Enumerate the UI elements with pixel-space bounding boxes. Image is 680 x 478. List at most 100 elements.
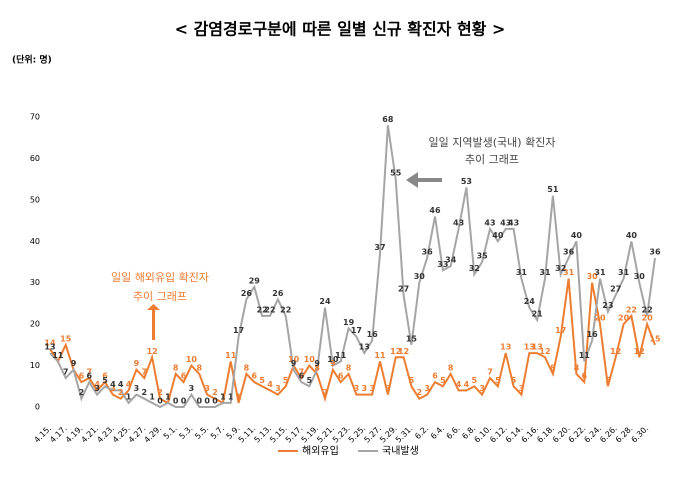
data-label: 4	[110, 380, 116, 389]
legend-label: 국내발생	[382, 445, 419, 457]
y-tick-label: 30	[30, 278, 40, 287]
data-label: 5	[605, 376, 611, 385]
data-label: 23	[602, 301, 613, 310]
data-label: 0	[181, 397, 187, 406]
data-label: 1	[165, 392, 171, 401]
data-label: 9	[314, 359, 320, 368]
chart-title: < 감염경로구분에 따른 일별 신규 확진자 현황 >	[175, 20, 506, 39]
data-label: 20	[618, 314, 630, 323]
data-label: 26	[272, 289, 284, 298]
data-label: 5	[495, 376, 501, 385]
data-label: 5	[102, 376, 108, 385]
data-label: 30	[414, 272, 426, 281]
data-label: 22	[642, 305, 653, 314]
data-label: 5	[306, 376, 312, 385]
annotation: 일일 해외유입 확진자	[111, 270, 209, 284]
x-tick-label: 6.30.	[630, 424, 651, 445]
data-label: 5	[283, 376, 289, 385]
data-label: 1	[149, 392, 155, 401]
data-label: 34	[445, 256, 457, 265]
data-label: 9	[134, 359, 140, 368]
data-label: 7	[63, 368, 69, 377]
data-label: 7	[141, 368, 147, 377]
data-label: 43	[484, 218, 495, 227]
y-tick-label: 70	[30, 113, 40, 122]
data-label: 9	[71, 359, 77, 368]
data-label: 5	[259, 376, 265, 385]
data-label: 4	[118, 380, 124, 389]
data-label: 14	[44, 339, 56, 348]
data-label: 4	[456, 380, 462, 389]
data-label: 36	[563, 247, 575, 256]
data-label: 0	[196, 397, 202, 406]
y-tick-label: 60	[30, 154, 40, 163]
data-label: 10	[288, 355, 300, 364]
y-tick-label: 10	[30, 361, 40, 370]
data-label: 2	[212, 388, 218, 397]
data-label: 11	[225, 351, 237, 360]
data-label: 13	[500, 343, 511, 352]
data-label: 2	[118, 388, 124, 397]
data-label: 11	[374, 351, 386, 360]
data-label: 32	[469, 264, 480, 273]
data-label: 3	[275, 384, 281, 393]
data-label: 33	[437, 260, 448, 269]
annotation-arrow	[147, 304, 160, 340]
data-label: 6	[86, 372, 92, 381]
data-label: 3	[479, 384, 485, 393]
data-label: 3	[110, 384, 116, 393]
data-label: 0	[212, 397, 218, 406]
data-label: 8	[346, 363, 352, 372]
data-label: 1	[236, 392, 242, 401]
data-label: 3	[189, 384, 195, 393]
data-label: 68	[382, 115, 394, 124]
x-tick-label: 6.6.	[445, 424, 462, 441]
data-label: 35	[477, 252, 489, 261]
data-label: 2	[141, 388, 147, 397]
data-label: 8	[574, 363, 580, 372]
data-label: 5	[471, 376, 477, 385]
data-label: 6	[181, 372, 187, 381]
data-label: 0	[157, 397, 163, 406]
data-label: 40	[626, 231, 638, 240]
data-label: 9	[291, 359, 297, 368]
data-label: 6	[432, 372, 438, 381]
x-tick-label: 6.4.	[429, 424, 446, 441]
y-tick-label: 20	[30, 320, 40, 329]
data-label: 17	[233, 326, 244, 335]
x-tick-label: 6.2.	[413, 424, 430, 441]
annotation-arrow	[406, 172, 442, 188]
data-label: 10	[186, 355, 198, 364]
data-label: 3	[94, 384, 100, 393]
data-label: 43	[508, 218, 519, 227]
data-label: 9	[330, 359, 336, 368]
data-label: 10	[304, 355, 316, 364]
data-label: 6	[251, 372, 257, 381]
data-label: 3	[385, 384, 391, 393]
data-label: 3	[134, 384, 140, 393]
data-label: 27	[398, 285, 409, 294]
data-label: 43	[500, 218, 511, 227]
data-label: 36	[649, 247, 661, 256]
data-label: 2	[322, 388, 328, 397]
x-tick-label: 5.7.	[209, 424, 226, 441]
unit-label: (단위: 명)	[12, 54, 52, 66]
data-label: 30	[634, 272, 646, 281]
data-label: 6	[581, 372, 587, 381]
data-label: 12	[147, 347, 158, 356]
data-label: 5	[409, 376, 415, 385]
data-label: 20	[642, 314, 654, 323]
data-label: 1	[220, 392, 226, 401]
data-label: 3	[424, 384, 430, 393]
x-tick-label: 5.5.	[193, 424, 210, 441]
data-label: 8	[244, 363, 250, 372]
data-label: 4	[94, 380, 100, 389]
data-label: 6	[102, 372, 108, 381]
data-label: 13	[359, 343, 370, 352]
data-label: 20	[594, 314, 606, 323]
data-label: 12	[539, 347, 550, 356]
x-tick-label: 5.31.	[394, 424, 415, 445]
data-label: 7	[86, 368, 92, 377]
annotation: 추이 그래프	[465, 153, 519, 166]
data-label: 17	[351, 326, 362, 335]
